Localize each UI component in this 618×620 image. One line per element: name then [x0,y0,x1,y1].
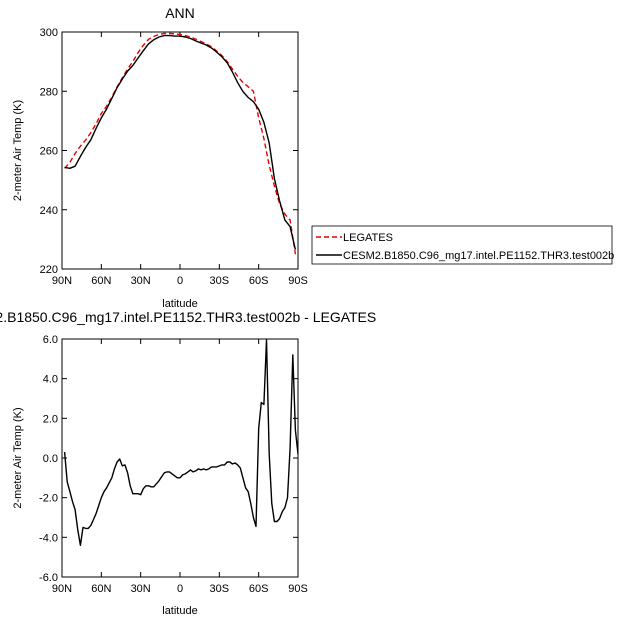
y-tick-label: 0.0 [43,453,58,465]
y-tick-label: -2.0 [39,493,58,505]
x-tick-label: 30N [131,583,151,595]
legend-box [311,225,613,265]
x-tick-label: 60S [249,275,269,287]
y-tick-label: 280 [40,86,58,98]
x-tick-label: 0 [177,583,183,595]
y-axis-title: 2-meter Air Temp (K) [12,407,24,508]
x-tick-label: 30N [131,275,151,287]
legend-label-model: CESM2.B1850.C96_mg17.intel.PE1152.THR3.t… [343,250,614,262]
y-tick-label: 300 [40,27,58,39]
series-layer [63,339,299,546]
y-tick-label: -4.0 [39,532,58,544]
x-tick-label: 60N [91,275,111,287]
chart-title: M2.B1850.C96_mg17.intel.PE1152.THR3.test… [0,309,376,325]
y-tick-label: -6.0 [39,572,58,584]
plot-frame [61,31,299,270]
x-tick-label: 90N [52,583,72,595]
x-tick-label: 60N [91,583,111,595]
axis-ticks: 90N 60N 30N 0 30S 60S 90S -6.0 -4.0 -2.0 0.0 2.0 4.0… [39,334,308,595]
series-line-2 [64,34,297,250]
x-axis-title: latitude [162,298,197,310]
x-tick-label: 60S [249,583,269,595]
y-tick-label: 2.0 [43,413,58,425]
series-layer [64,32,297,255]
chart-title: ANN [165,5,195,21]
x-tick-label: 90N [52,275,72,287]
legend-label-legates: LEGATES [343,232,393,244]
y-axis-title: 2-meter Air Temp (K) [12,100,24,201]
y-tick-label: 220 [40,264,58,276]
x-tick-label: 0 [177,275,183,287]
series-line-1 [63,339,299,546]
legend: LEGATES CESM2.B1850.C96_mg17.intel.PE115… [311,225,614,265]
y-tick-label: 240 [40,205,58,217]
chart-annual-temperature: ANN 90N 60N 30N 0 30S 60S 90S 220 240 260 280 300 l… [12,5,308,310]
y-tick-label: 260 [40,146,58,158]
series-line-1 [64,32,297,255]
x-tick-label: 30S [210,583,230,595]
y-tick-label: 4.0 [43,374,58,386]
x-axis-title: latitude [162,605,197,617]
x-tick-label: 90S [288,583,308,595]
chart-difference: M2.B1850.C96_mg17.intel.PE1152.THR3.test… [0,309,376,617]
plot-frame [61,338,299,578]
y-tick-label: 6.0 [43,334,58,346]
x-tick-label: 90S [288,275,308,287]
x-tick-label: 30S [210,275,230,287]
